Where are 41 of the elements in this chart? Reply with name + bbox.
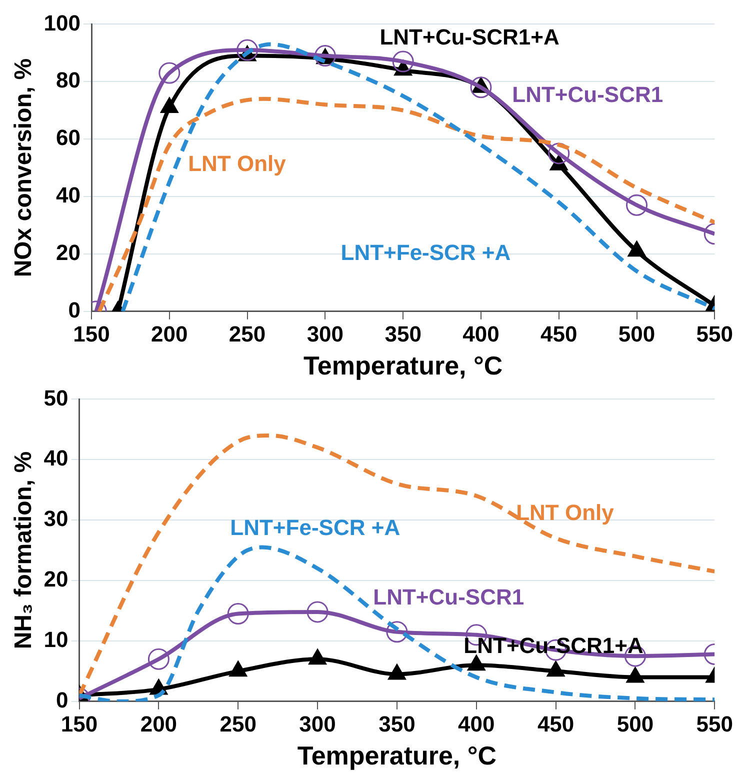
x-tick-label: 500 <box>616 712 654 737</box>
x-tick-label: 250 <box>228 322 266 347</box>
x-tick-label: 200 <box>151 322 188 347</box>
series-label: LNT Only <box>516 500 615 526</box>
series-label: LNT Only <box>188 150 287 176</box>
x-tick-label: 550 <box>696 712 734 737</box>
series-label: LNT+Cu-SCR1+A <box>380 24 560 50</box>
x-tick-label: 150 <box>60 712 98 737</box>
y-tick-label: 10 <box>44 627 68 652</box>
text: LNT+Fe-SCR +A <box>340 240 511 266</box>
x-tick-label: 400 <box>458 712 495 737</box>
x-tick-label: 450 <box>540 322 578 347</box>
y-tick-label: 80 <box>56 68 81 93</box>
y-tick-label: 100 <box>44 10 81 36</box>
series-label: LNT+Fe-SCR +A <box>230 515 400 540</box>
x-tick-label: 550 <box>696 322 734 347</box>
x-axis-title: Temperature, °C <box>303 350 503 381</box>
x-tick-label: 500 <box>618 322 656 347</box>
y-tick-label: 20 <box>44 566 68 592</box>
x-tick-label: 350 <box>378 712 416 737</box>
series-label: LNT+Cu-SCR1 <box>512 82 664 108</box>
series-label: LNT+Cu-SCR1 <box>373 584 524 610</box>
x-axis-title: Temperature, °C <box>297 740 497 771</box>
x-tick-label: 350 <box>384 322 422 347</box>
x-tick-label: 450 <box>537 712 574 737</box>
x-tick-label: 150 <box>73 322 110 347</box>
x-tick-label: 300 <box>306 322 344 347</box>
x-tick-label: 250 <box>220 712 256 737</box>
y-tick-label: 60 <box>56 125 81 150</box>
y-tick-label: 30 <box>44 506 68 532</box>
y-tick-label: 40 <box>56 182 81 208</box>
x-tick-label: 300 <box>299 712 336 737</box>
y-tick-label: 40 <box>44 446 68 471</box>
y-axis-title: NOx conversion, % <box>10 58 38 278</box>
x-tick-label: 200 <box>140 712 178 737</box>
y-tick-label: 50 <box>44 385 68 410</box>
y-tick-label: 0 <box>56 687 68 712</box>
y-tick-label: 0 <box>68 297 81 322</box>
y-tick-label: 20 <box>56 240 81 266</box>
x-tick-label: 400 <box>462 322 500 347</box>
y-axis-title: NH₃ formation, % <box>10 451 38 650</box>
